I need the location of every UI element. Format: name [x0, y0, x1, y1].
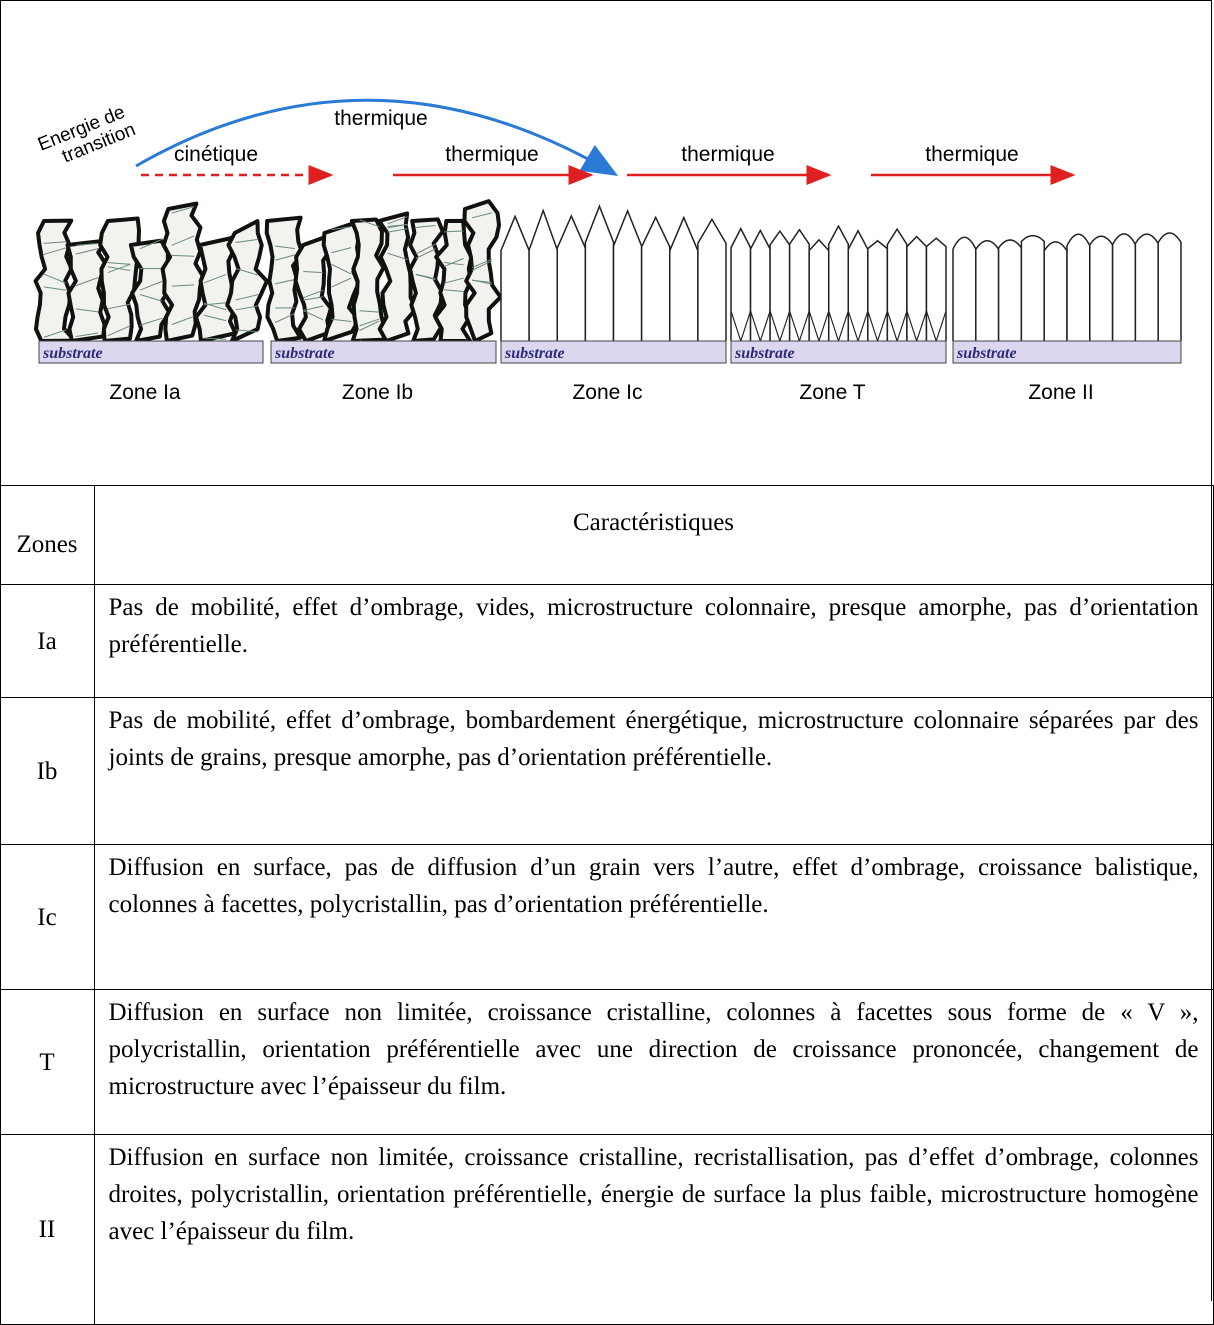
arrow-label: cinétique	[174, 143, 258, 166]
description-cell: Pas de mobilité, effet d’ombrage, bombar…	[94, 698, 1213, 845]
column	[1067, 234, 1090, 341]
column	[36, 221, 75, 341]
zone-cell: Ia	[0, 585, 94, 698]
column	[1135, 234, 1158, 341]
zone-drawing: substrate Zone T	[731, 226, 946, 404]
zone-cell: II	[0, 1135, 94, 1325]
column	[100, 219, 139, 341]
column	[731, 229, 751, 341]
zone-cell: T	[0, 990, 94, 1135]
column	[1158, 233, 1181, 341]
substrate-label: substrate	[956, 345, 1017, 362]
column	[1090, 236, 1113, 341]
description-cell: Diffusion en surface non limitée, croiss…	[94, 990, 1213, 1135]
column	[557, 216, 585, 341]
substrate-label: substrate	[504, 345, 565, 362]
column	[464, 201, 500, 341]
column	[999, 240, 1022, 341]
arrow-label: thermique	[445, 143, 538, 166]
zone-drawing: substrate Zone Ia	[36, 204, 267, 404]
zone-cell: Ic	[0, 845, 94, 990]
column	[953, 237, 976, 341]
column	[227, 221, 267, 341]
column	[907, 237, 927, 341]
column	[529, 211, 557, 341]
zone-label: Zone T	[799, 381, 865, 404]
column	[68, 240, 107, 341]
column	[887, 229, 907, 341]
zone-label: Zone Ia	[109, 381, 181, 404]
column	[1021, 236, 1044, 341]
column	[848, 231, 868, 341]
substrate-label: substrate	[274, 345, 335, 362]
column	[1044, 242, 1067, 341]
arrow-label: thermique	[681, 143, 774, 166]
column	[868, 241, 888, 341]
column	[809, 240, 829, 341]
zone-drawing: substrate Zone II	[953, 233, 1181, 404]
zone-drawing: substrate Zone Ib	[267, 201, 501, 404]
description-cell: Diffusion en surface, pas de diffusion d…	[94, 845, 1213, 990]
description-cell: Diffusion en surface non limitée, croiss…	[94, 1135, 1213, 1325]
arrow-label: thermique	[925, 143, 1018, 166]
column	[926, 238, 946, 341]
column	[829, 226, 849, 341]
column	[976, 241, 999, 341]
column	[770, 231, 790, 341]
zone-label: Zone Ib	[342, 381, 413, 404]
column	[751, 230, 771, 341]
zone-drawing: substrate Zone Ic	[501, 206, 726, 404]
column	[670, 218, 698, 341]
column	[501, 216, 529, 341]
column	[790, 230, 810, 341]
substrate-label: substrate	[734, 345, 795, 362]
description-cell: Pas de mobilité, effet d’ombrage, vides,…	[94, 585, 1213, 698]
column	[196, 237, 235, 341]
column	[585, 206, 613, 341]
zone-cell: Ib	[0, 698, 94, 845]
column	[642, 217, 670, 341]
column	[1113, 234, 1136, 341]
substrate-label: substrate	[42, 345, 103, 362]
column	[698, 219, 726, 341]
column	[614, 211, 642, 341]
arc-label: thermique	[334, 107, 427, 130]
header-cell: Zones	[0, 486, 94, 585]
zone-diagram: Energie de transition thermique cinétiqu…	[1, 1, 1211, 485]
header-cell: Caractéristiques	[94, 486, 1213, 585]
zone-label: Zone Ic	[572, 381, 642, 404]
zone-label: Zone II	[1028, 381, 1093, 404]
